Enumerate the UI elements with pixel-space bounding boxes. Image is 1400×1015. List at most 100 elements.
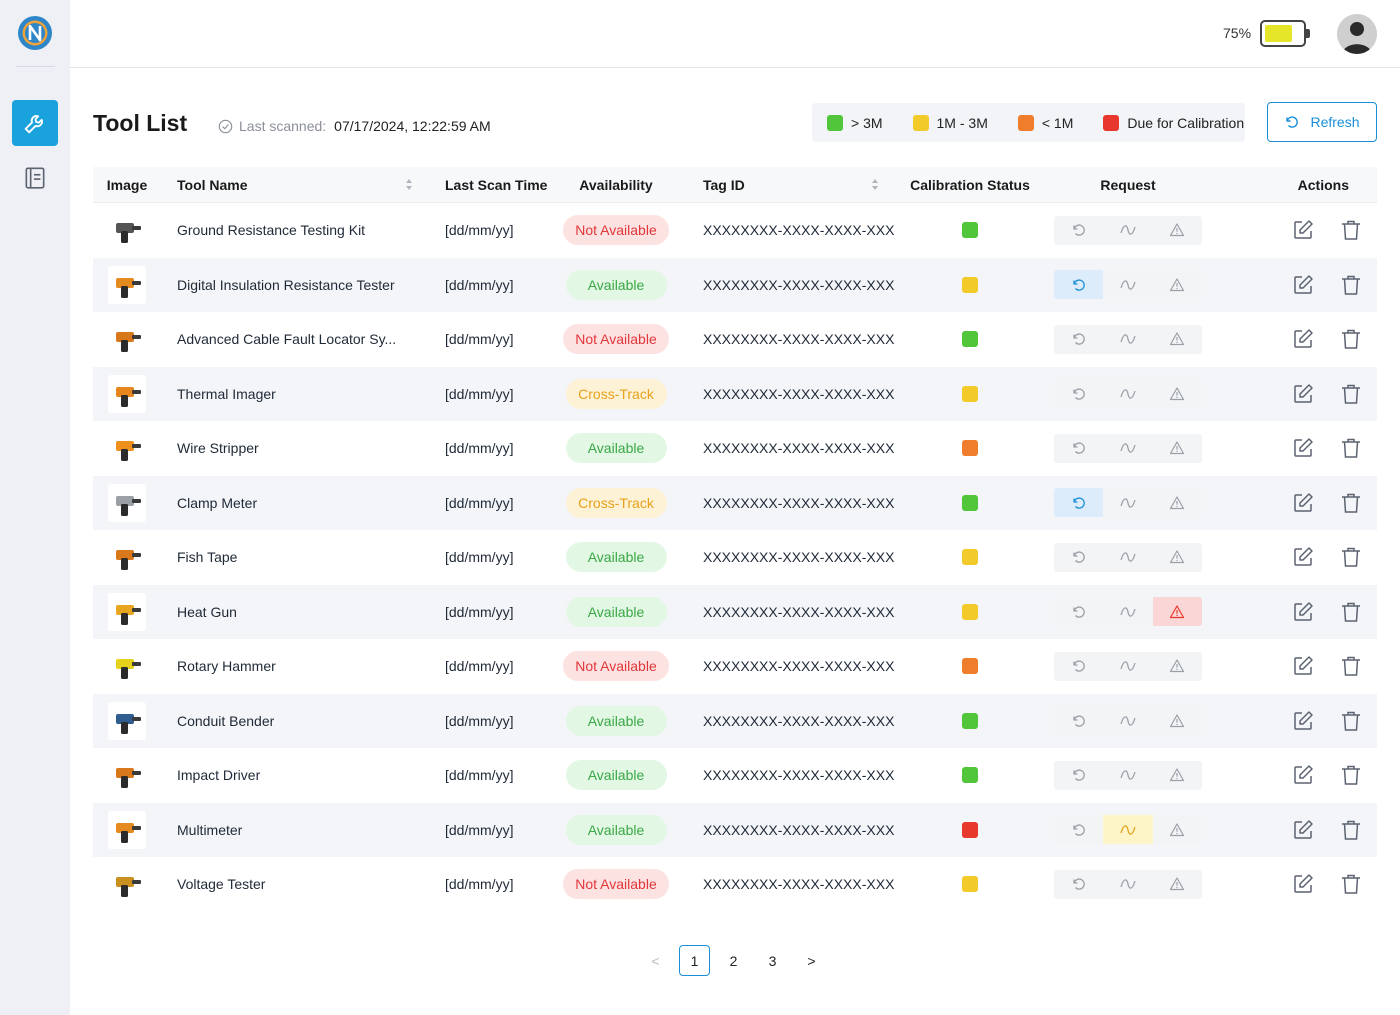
- table-row[interactable]: Clamp Meter [dd/mm/yy] Cross-Track XXXXX…: [93, 475, 1377, 530]
- edit-button[interactable]: [1291, 382, 1315, 406]
- return-request-button[interactable]: [1054, 597, 1103, 626]
- return-request-button[interactable]: [1054, 652, 1103, 681]
- sort-icon[interactable]: [871, 178, 879, 191]
- return-request-button[interactable]: [1054, 543, 1103, 572]
- delete-button[interactable]: [1339, 491, 1363, 515]
- col-header-tool-name[interactable]: Tool Name: [161, 177, 429, 193]
- track-request-button[interactable]: [1103, 815, 1153, 845]
- table-row[interactable]: Rotary Hammer [dd/mm/yy] Not Available X…: [93, 639, 1377, 694]
- col-header-tag-id[interactable]: Tag ID: [679, 177, 895, 193]
- report-issue-button[interactable]: [1153, 216, 1202, 245]
- cell-tool-name: Advanced Cable Fault Locator Sy...: [177, 331, 397, 348]
- user-avatar[interactable]: [1337, 14, 1377, 54]
- track-request-button[interactable]: [1103, 379, 1152, 408]
- tool-thumbnail: [108, 865, 146, 904]
- edit-button[interactable]: [1291, 273, 1315, 297]
- sort-icon[interactable]: [405, 178, 413, 191]
- edit-button[interactable]: [1291, 818, 1315, 842]
- report-issue-button[interactable]: [1153, 815, 1202, 844]
- cell-availability: Available: [553, 814, 679, 845]
- return-request-button[interactable]: [1054, 488, 1104, 518]
- availability-badge: Not Available: [563, 215, 669, 246]
- report-issue-button[interactable]: [1152, 597, 1202, 627]
- table-row[interactable]: Impact Driver [dd/mm/yy] Available XXXXX…: [93, 748, 1377, 803]
- delete-button[interactable]: [1339, 654, 1363, 678]
- report-issue-button[interactable]: [1153, 434, 1202, 463]
- table-row[interactable]: Wire Stripper [dd/mm/yy] Available XXXXX…: [93, 421, 1377, 476]
- edit-button[interactable]: [1291, 872, 1315, 896]
- sidebar-item-tools[interactable]: [12, 100, 58, 146]
- cell-request: [1045, 706, 1211, 736]
- tool-thumbnail: [108, 483, 146, 522]
- track-request-button[interactable]: [1103, 325, 1152, 354]
- delete-button[interactable]: [1339, 218, 1363, 242]
- delete-button[interactable]: [1339, 763, 1363, 787]
- edit-button[interactable]: [1291, 763, 1315, 787]
- report-issue-button[interactable]: [1153, 488, 1202, 517]
- edit-button[interactable]: [1291, 654, 1315, 678]
- delete-button[interactable]: [1339, 273, 1363, 297]
- report-issue-button[interactable]: [1153, 379, 1202, 408]
- return-request-button[interactable]: [1054, 379, 1103, 408]
- report-issue-button[interactable]: [1153, 270, 1202, 299]
- delete-button[interactable]: [1339, 818, 1363, 842]
- table-row[interactable]: Heat Gun [dd/mm/yy] Available XXXXXXXX-X…: [93, 584, 1377, 639]
- report-issue-button[interactable]: [1153, 870, 1202, 899]
- report-issue-button[interactable]: [1153, 706, 1202, 735]
- pagination-next-button[interactable]: >: [807, 952, 816, 969]
- edit-button[interactable]: [1291, 709, 1315, 733]
- delete-button[interactable]: [1339, 600, 1363, 624]
- report-issue-button[interactable]: [1153, 543, 1202, 572]
- delete-button[interactable]: [1339, 545, 1363, 569]
- return-request-button[interactable]: [1054, 815, 1103, 844]
- track-request-button[interactable]: [1103, 270, 1152, 299]
- track-request-button[interactable]: [1103, 488, 1152, 517]
- return-request-button[interactable]: [1054, 434, 1103, 463]
- return-request-button[interactable]: [1054, 216, 1103, 245]
- edit-button[interactable]: [1291, 545, 1315, 569]
- edit-button[interactable]: [1291, 491, 1315, 515]
- track-request-button[interactable]: [1103, 652, 1152, 681]
- track-request-button[interactable]: [1103, 216, 1152, 245]
- edit-button[interactable]: [1291, 600, 1315, 624]
- return-request-button[interactable]: [1054, 270, 1104, 300]
- sidebar-item-list[interactable]: [12, 155, 58, 201]
- edit-button[interactable]: [1291, 436, 1315, 460]
- table-row[interactable]: Thermal Imager [dd/mm/yy] Cross-Track XX…: [93, 366, 1377, 421]
- delete-button[interactable]: [1339, 872, 1363, 896]
- table-row[interactable]: Ground Resistance Testing Kit [dd/mm/yy]…: [93, 203, 1377, 258]
- delete-button[interactable]: [1339, 709, 1363, 733]
- track-request-button[interactable]: [1103, 761, 1152, 790]
- pagination-page-3[interactable]: 3: [768, 952, 777, 969]
- return-request-button[interactable]: [1054, 325, 1103, 354]
- refresh-button[interactable]: Refresh: [1267, 102, 1377, 142]
- table-row[interactable]: Multimeter [dd/mm/yy] Available XXXXXXXX…: [93, 802, 1377, 857]
- return-request-button[interactable]: [1054, 870, 1103, 899]
- return-request-button[interactable]: [1054, 761, 1103, 790]
- delete-button[interactable]: [1339, 382, 1363, 406]
- delete-button[interactable]: [1339, 327, 1363, 351]
- table-row[interactable]: Advanced Cable Fault Locator Sy... [dd/m…: [93, 312, 1377, 367]
- track-request-button[interactable]: [1103, 870, 1152, 899]
- warning-icon: [1170, 877, 1185, 891]
- edit-button[interactable]: [1291, 218, 1315, 242]
- tool-image-icon: [116, 659, 141, 680]
- delete-button[interactable]: [1339, 436, 1363, 460]
- track-request-button[interactable]: [1103, 434, 1152, 463]
- track-request-button[interactable]: [1103, 597, 1152, 626]
- track-request-button[interactable]: [1103, 543, 1152, 572]
- return-request-button[interactable]: [1054, 706, 1103, 735]
- edit-button[interactable]: [1291, 327, 1315, 351]
- pagination-page-1[interactable]: 1: [679, 945, 710, 976]
- table-row[interactable]: Fish Tape [dd/mm/yy] Available XXXXXXXX-…: [93, 530, 1377, 585]
- report-issue-button[interactable]: [1153, 761, 1202, 790]
- track-request-button[interactable]: [1103, 706, 1152, 735]
- report-issue-button[interactable]: [1153, 325, 1202, 354]
- table-row[interactable]: Voltage Tester [dd/mm/yy] Not Available …: [93, 857, 1377, 912]
- table-row[interactable]: Digital Insulation Resistance Tester [dd…: [93, 257, 1377, 312]
- pagination-prev-button[interactable]: <: [651, 952, 660, 969]
- app-logo-icon[interactable]: [17, 15, 53, 51]
- report-issue-button[interactable]: [1153, 652, 1202, 681]
- pagination-page-2[interactable]: 2: [729, 952, 738, 969]
- table-row[interactable]: Conduit Bender [dd/mm/yy] Available XXXX…: [93, 693, 1377, 748]
